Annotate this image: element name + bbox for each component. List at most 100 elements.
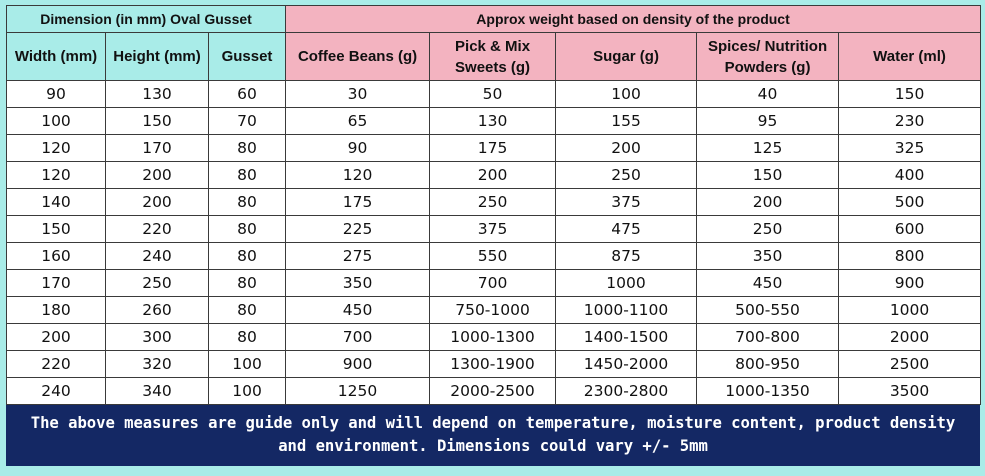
table-row: 100 150 70 65 130 155 95 230 <box>6 107 982 135</box>
cell-height: 200 <box>105 161 209 189</box>
cell-sweets: 2000-2500 <box>429 377 557 405</box>
cell-water: 2500 <box>838 350 982 378</box>
cell-spices: 150 <box>696 161 840 189</box>
cell-coffee: 90 <box>285 134 431 162</box>
cell-sugar: 250 <box>555 161 698 189</box>
cell-spices: 250 <box>696 215 840 243</box>
cell-width: 240 <box>6 377 106 405</box>
cell-sweets: 750-1000 <box>429 296 557 324</box>
cell-height: 240 <box>105 242 209 270</box>
column-header-water: Water (ml) <box>838 32 982 81</box>
cell-width: 150 <box>6 215 106 243</box>
column-header-label: Spices/ Nutrition <box>707 37 828 55</box>
cell-sweets: 1300-1900 <box>429 350 557 378</box>
cell-width: 120 <box>6 134 106 162</box>
cell-gusset: 70 <box>207 107 287 135</box>
cell-width: 140 <box>6 188 106 216</box>
cell-sugar: 100 <box>555 80 698 108</box>
cell-sugar: 1400-1500 <box>555 323 698 351</box>
cell-gusset: 100 <box>207 350 287 378</box>
cell-coffee: 350 <box>285 269 431 297</box>
cell-water: 150 <box>838 80 982 108</box>
cell-sweets: 375 <box>429 215 557 243</box>
cell-spices: 200 <box>696 188 840 216</box>
column-header-label: Pick & Mix <box>455 37 531 55</box>
cell-water: 500 <box>838 188 982 216</box>
column-header-label-line2: Powders (g) <box>724 58 811 76</box>
cell-sweets: 550 <box>429 242 557 270</box>
cell-water: 400 <box>838 161 982 189</box>
disclaimer-line-2: and environment. Dimensions could vary +… <box>278 437 708 455</box>
cell-gusset: 80 <box>207 242 287 270</box>
group-header-row: Dimension (in mm) Oval Gusset Approx wei… <box>5 5 982 33</box>
cell-spices: 500-550 <box>696 296 840 324</box>
cell-coffee: 1250 <box>285 377 431 405</box>
table-row: 140 200 80 175 250 375 200 500 <box>6 188 982 216</box>
cell-gusset: 80 <box>207 215 287 243</box>
cell-width: 160 <box>6 242 106 270</box>
cell-width: 120 <box>6 161 106 189</box>
column-header-label: Coffee Beans (g) <box>297 48 418 65</box>
cell-sweets: 1000-1300 <box>429 323 557 351</box>
cell-sugar: 1450-2000 <box>555 350 698 378</box>
cell-sweets: 700 <box>429 269 557 297</box>
cell-sugar: 475 <box>555 215 698 243</box>
cell-width: 180 <box>6 296 106 324</box>
column-header-label: Water (ml) <box>873 48 946 65</box>
table-row: 220 320 100 900 1300-1900 1450-2000 800-950 250… <box>6 350 982 378</box>
cell-sugar: 1000 <box>555 269 698 297</box>
cell-width: 200 <box>6 323 106 351</box>
cell-spices: 700-800 <box>696 323 840 351</box>
cell-spices: 125 <box>696 134 840 162</box>
cell-width: 100 <box>6 107 106 135</box>
cell-height: 340 <box>105 377 209 405</box>
cell-spices: 40 <box>696 80 840 108</box>
cell-width: 90 <box>6 80 106 108</box>
cell-sweets: 50 <box>429 80 557 108</box>
table-row: 120 170 80 90 175 200 125 325 <box>6 134 982 162</box>
cell-sugar: 1000-1100 <box>555 296 698 324</box>
cell-height: 130 <box>105 80 209 108</box>
cell-spices: 95 <box>696 107 840 135</box>
column-header-label: Sugar (g) <box>593 48 659 65</box>
cell-coffee: 175 <box>285 188 431 216</box>
cell-gusset: 80 <box>207 134 287 162</box>
cell-height: 250 <box>105 269 209 297</box>
cell-gusset: 80 <box>207 323 287 351</box>
table-row: 120 200 80 120 200 250 150 400 <box>6 161 982 189</box>
table-body: 90 130 60 30 50 100 40 150 100 150 70 65 130 155 95 230… <box>6 80 982 405</box>
column-header-coffee: Coffee Beans (g) <box>285 32 431 81</box>
cell-sweets: 200 <box>429 161 557 189</box>
column-header-label: Gusset <box>221 48 273 65</box>
table-row: 200 300 80 700 1000-1300 1400-1500 700-800 2000 <box>6 323 982 351</box>
cell-coffee: 225 <box>285 215 431 243</box>
cell-height: 300 <box>105 323 209 351</box>
cell-width: 170 <box>6 269 106 297</box>
table-row: 170 250 80 350 700 1000 450 900 <box>6 269 982 297</box>
cell-sugar: 155 <box>555 107 698 135</box>
cell-height: 320 <box>105 350 209 378</box>
table-row: 150 220 80 225 375 475 250 600 <box>6 215 982 243</box>
table-row: 240 340 100 1250 2000-2500 2300-2800 1000-1350… <box>6 377 982 405</box>
table-row: 90 130 60 30 50 100 40 150 <box>6 80 982 108</box>
cell-coffee: 65 <box>285 107 431 135</box>
column-header-gusset: Gusset <box>207 32 287 81</box>
weight-group-header: Approx weight based on density of the pr… <box>285 5 982 33</box>
cell-gusset: 80 <box>207 188 287 216</box>
disclaimer-line-1: The above measures are guide only and wi… <box>30 414 956 432</box>
column-header-width: Width (mm) <box>6 32 106 81</box>
cell-height: 260 <box>105 296 209 324</box>
dimension-group-header: Dimension (in mm) Oval Gusset <box>5 5 287 33</box>
cell-coffee: 275 <box>285 242 431 270</box>
cell-coffee: 700 <box>285 323 431 351</box>
cell-spices: 800-950 <box>696 350 840 378</box>
cell-water: 325 <box>838 134 982 162</box>
cell-water: 900 <box>838 269 982 297</box>
cell-water: 230 <box>838 107 982 135</box>
cell-spices: 350 <box>696 242 840 270</box>
cell-coffee: 30 <box>285 80 431 108</box>
cell-gusset: 60 <box>207 80 287 108</box>
cell-sweets: 130 <box>429 107 557 135</box>
cell-sugar: 2300-2800 <box>555 377 698 405</box>
column-header-label: Width (mm) <box>14 48 98 65</box>
